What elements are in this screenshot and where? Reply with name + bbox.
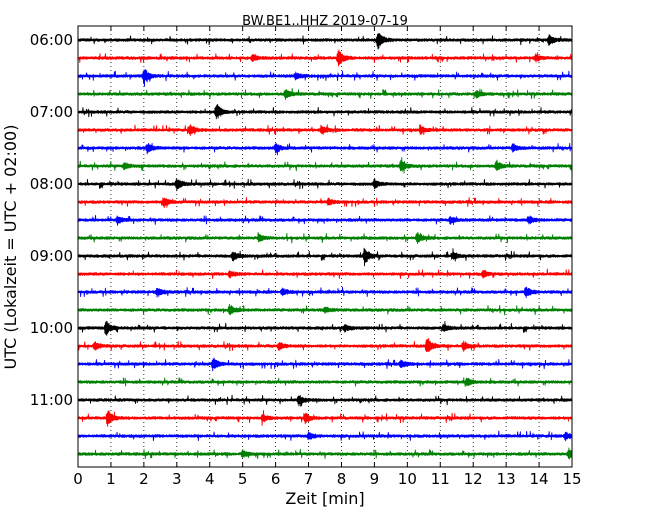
x-tick-label: 4 [205,470,215,488]
x-tick-label: 9 [370,470,380,488]
x-tick-label: 1 [106,470,116,488]
grid-lines [110,26,540,467]
x-tick-label: 0 [73,470,83,488]
trace-line [77,394,573,407]
trace-line [77,49,573,67]
trace-line [77,303,573,316]
trace-line [77,268,573,280]
x-tick-label: 10 [398,470,417,488]
plot-frame [77,25,573,468]
trace-line [77,247,573,267]
x-tick-label: 8 [337,470,347,488]
y-axis-label: UTC (Lokalzeit = UTC + 02:00) [1,125,20,370]
x-tick-label: 3 [172,470,182,488]
trace-line [77,231,573,244]
trace-line [77,197,573,209]
trace-line [77,357,573,372]
trace-line [77,88,573,100]
trace-group [77,33,573,460]
x-tick-label: 5 [238,470,248,488]
y-tick-label: 10:00 [30,319,73,337]
trace-line [77,286,573,299]
x-tick-label: 12 [464,470,483,488]
y-tick-label: 08:00 [30,175,73,193]
y-tick-label: 07:00 [30,103,73,121]
y-axis-ticks: 06:00 07:00 08:00 09:00 10:00 11:00 [30,31,572,409]
y-tick-label: 09:00 [30,247,73,265]
x-tick-label: 14 [530,470,549,488]
x-tick-label: 7 [304,470,314,488]
x-tick-label: 15 [562,470,581,488]
x-tick-label: 11 [431,470,450,488]
trace-line [77,157,573,174]
trace-line [77,124,573,137]
trace-line [77,69,573,87]
x-tick-label: 2 [139,470,149,488]
trace-line [77,178,573,192]
trace-line [77,410,573,427]
x-axis-ticks: 0 1 2 3 4 5 6 7 8 9 10 11 12 13 14 15 [73,26,582,488]
trace-line [77,215,573,226]
x-tick-label: 13 [497,470,516,488]
x-tick-label: 6 [271,470,281,488]
chart-title: BW.BE1..HHZ 2019-07-19 [242,14,408,29]
trace-line [77,33,573,50]
trace-line [77,337,573,353]
trace-line [77,142,573,156]
y-tick-label: 06:00 [30,31,73,49]
trace-line [77,447,573,460]
x-axis-label: Zeit [min] [285,489,364,508]
trace-line [77,377,573,387]
trace-line [77,320,573,336]
trace-line [77,430,573,442]
y-tick-label: 11:00 [30,391,73,409]
trace-line [77,103,573,120]
